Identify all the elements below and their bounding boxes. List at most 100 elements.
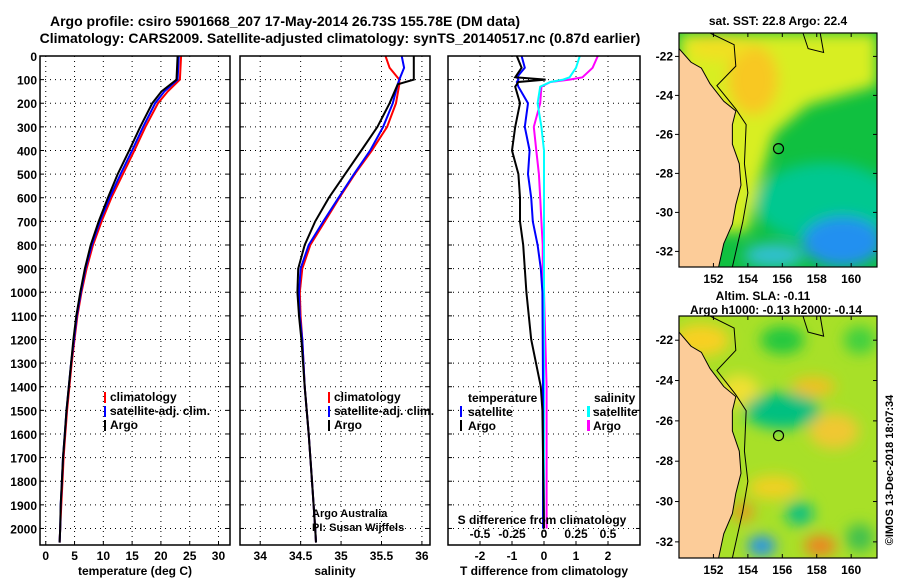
imos-watermark: ©IMOS 13-Dec-2018 18:07:34 [884,394,896,545]
map-title-sla: Altim. SLA: -0.11 [716,289,811,303]
bathymetry-contour [709,316,749,558]
legend-swatch [587,420,590,431]
map-frame [678,315,878,559]
sla-anomaly [785,501,814,526]
lon-tick-label: 158 [807,563,827,577]
lat-tick-label: -24 [656,88,674,102]
x-tick-label: 0 [42,549,49,563]
bathymetry-contour [802,33,825,54]
y-tick-label: 300 [17,121,37,135]
legend-title-salinity: salinity [594,391,636,405]
lat-tick-label: -28 [656,454,674,468]
x-tick-label: 5 [71,549,78,563]
title-line-2: Climatology: CARS2009. Satellite-adjuste… [40,30,641,46]
series-line-climatology [298,55,401,543]
bathymetry-contour [709,33,749,267]
legend-label: satellite [593,405,638,419]
sst-cold2 [743,243,804,267]
x-tick-label: 0 [541,549,548,563]
y-tick-label: 2000 [10,522,37,536]
argo-location-marker [772,143,785,155]
panel-frame [447,55,641,546]
legend-label: satellite-adj. clim. [334,404,434,418]
y-tick-label: 0 [30,50,37,64]
sla-anomaly [843,326,876,355]
y-tick-label: 200 [17,97,37,111]
x-tick-label: -1 [507,549,518,563]
land-australia [679,331,742,558]
lon-tick-label: 154 [738,563,758,577]
lon-tick-label: 154 [738,272,758,286]
x2-tick-label: 0.25 [564,527,588,541]
argo-location-marker [772,429,785,442]
legend-swatch [328,420,330,431]
series-line-t-argo [510,55,546,529]
legend-label: satellite-adj. clim. [110,404,210,418]
title-line-1: Argo profile: csiro 5901668_207 17-May-2… [50,13,520,29]
series-line-satellite-adj-clim- [297,55,406,543]
y-tick-label: 1100 [11,310,37,324]
x2-tick-label: 0 [541,527,548,541]
series-line-s-argo [532,55,599,529]
y-tick-label: 1800 [10,475,37,489]
series-line-t-satellite [515,55,544,529]
panel-differences: -2 -1 0 1 2T difference from climatology temp… [447,55,641,578]
x-axis-label: salinity [314,564,356,578]
lon-tick-label: 152 [703,272,723,286]
map-panel-sst: 152 154 156 158 160 -22 -24 -26 -28 -30 -32 sat. SS… [656,14,878,286]
series-line-argo [296,56,415,543]
lat-tick-label: -30 [656,495,674,509]
lat-tick-label: -26 [656,127,674,141]
sla-anomaly [760,326,805,355]
x-tick-label: 35 [334,549,348,563]
series-line-argo [58,55,179,543]
sla-anomaly [808,412,859,449]
y-tick-label: 600 [17,192,37,206]
legend-swatch [460,406,462,417]
x-tick-label: 30 [212,549,226,563]
panel-temperature: 0100200300400500600700800900100011001200… [10,50,231,578]
map-title-sst: sat. SST: 22.8 Argo: 22.4 [709,14,848,28]
lon-tick-label: 158 [807,272,827,286]
series-line-s-satellite [536,55,581,529]
lat-tick-label: -28 [656,166,674,180]
lon-tick-label: 160 [841,272,861,286]
lat-tick-label: -24 [656,374,674,388]
lat-tick-label: -22 [656,333,674,347]
y-tick-label: 700 [17,215,37,229]
series-line-climatology [58,55,183,543]
sst-hot2 [688,33,749,61]
legend-swatch [104,406,106,417]
y-tick-label: 1200 [10,333,37,347]
legend-swatch [104,392,106,403]
x-tick-label: 10 [97,549,111,563]
x-axis-label: T difference from climatology [460,564,628,578]
x-tick-label: 2 [605,549,612,563]
map-subtitle-argo-height: Argo h1000: -0.13 h2000: -0.14 [690,303,862,317]
legend-label: climatology [110,390,177,404]
map-frame [678,32,878,268]
legend-label: climatology [334,390,401,404]
lon-tick-label: 156 [772,563,792,577]
y-tick-label: 1000 [10,286,37,300]
legend-label: Argo [110,418,138,432]
panel-frame [39,55,231,546]
y-tick-label: 100 [17,74,37,88]
lon-tick-label: 160 [841,563,861,577]
y-tick-label: 1300 [10,357,37,371]
sst-cold [802,216,877,267]
x-tick-label: 34 [254,549,268,563]
y-tick-label: 1400 [10,381,37,395]
lat-tick-label: -32 [656,244,674,258]
map-field [679,316,877,558]
x-axis-label: temperature (deg C) [78,564,192,578]
land-australia [679,47,742,267]
x2-axis-label: S difference from climatology [458,513,627,527]
legend-label: Argo [334,418,362,432]
lat-tick-label: -22 [656,49,674,63]
annotation-pi: PI: Susan Wijffels [312,522,404,534]
x-tick-label: 25 [183,549,197,563]
y-tick-label: 400 [17,144,37,158]
legend-swatch [104,420,106,431]
